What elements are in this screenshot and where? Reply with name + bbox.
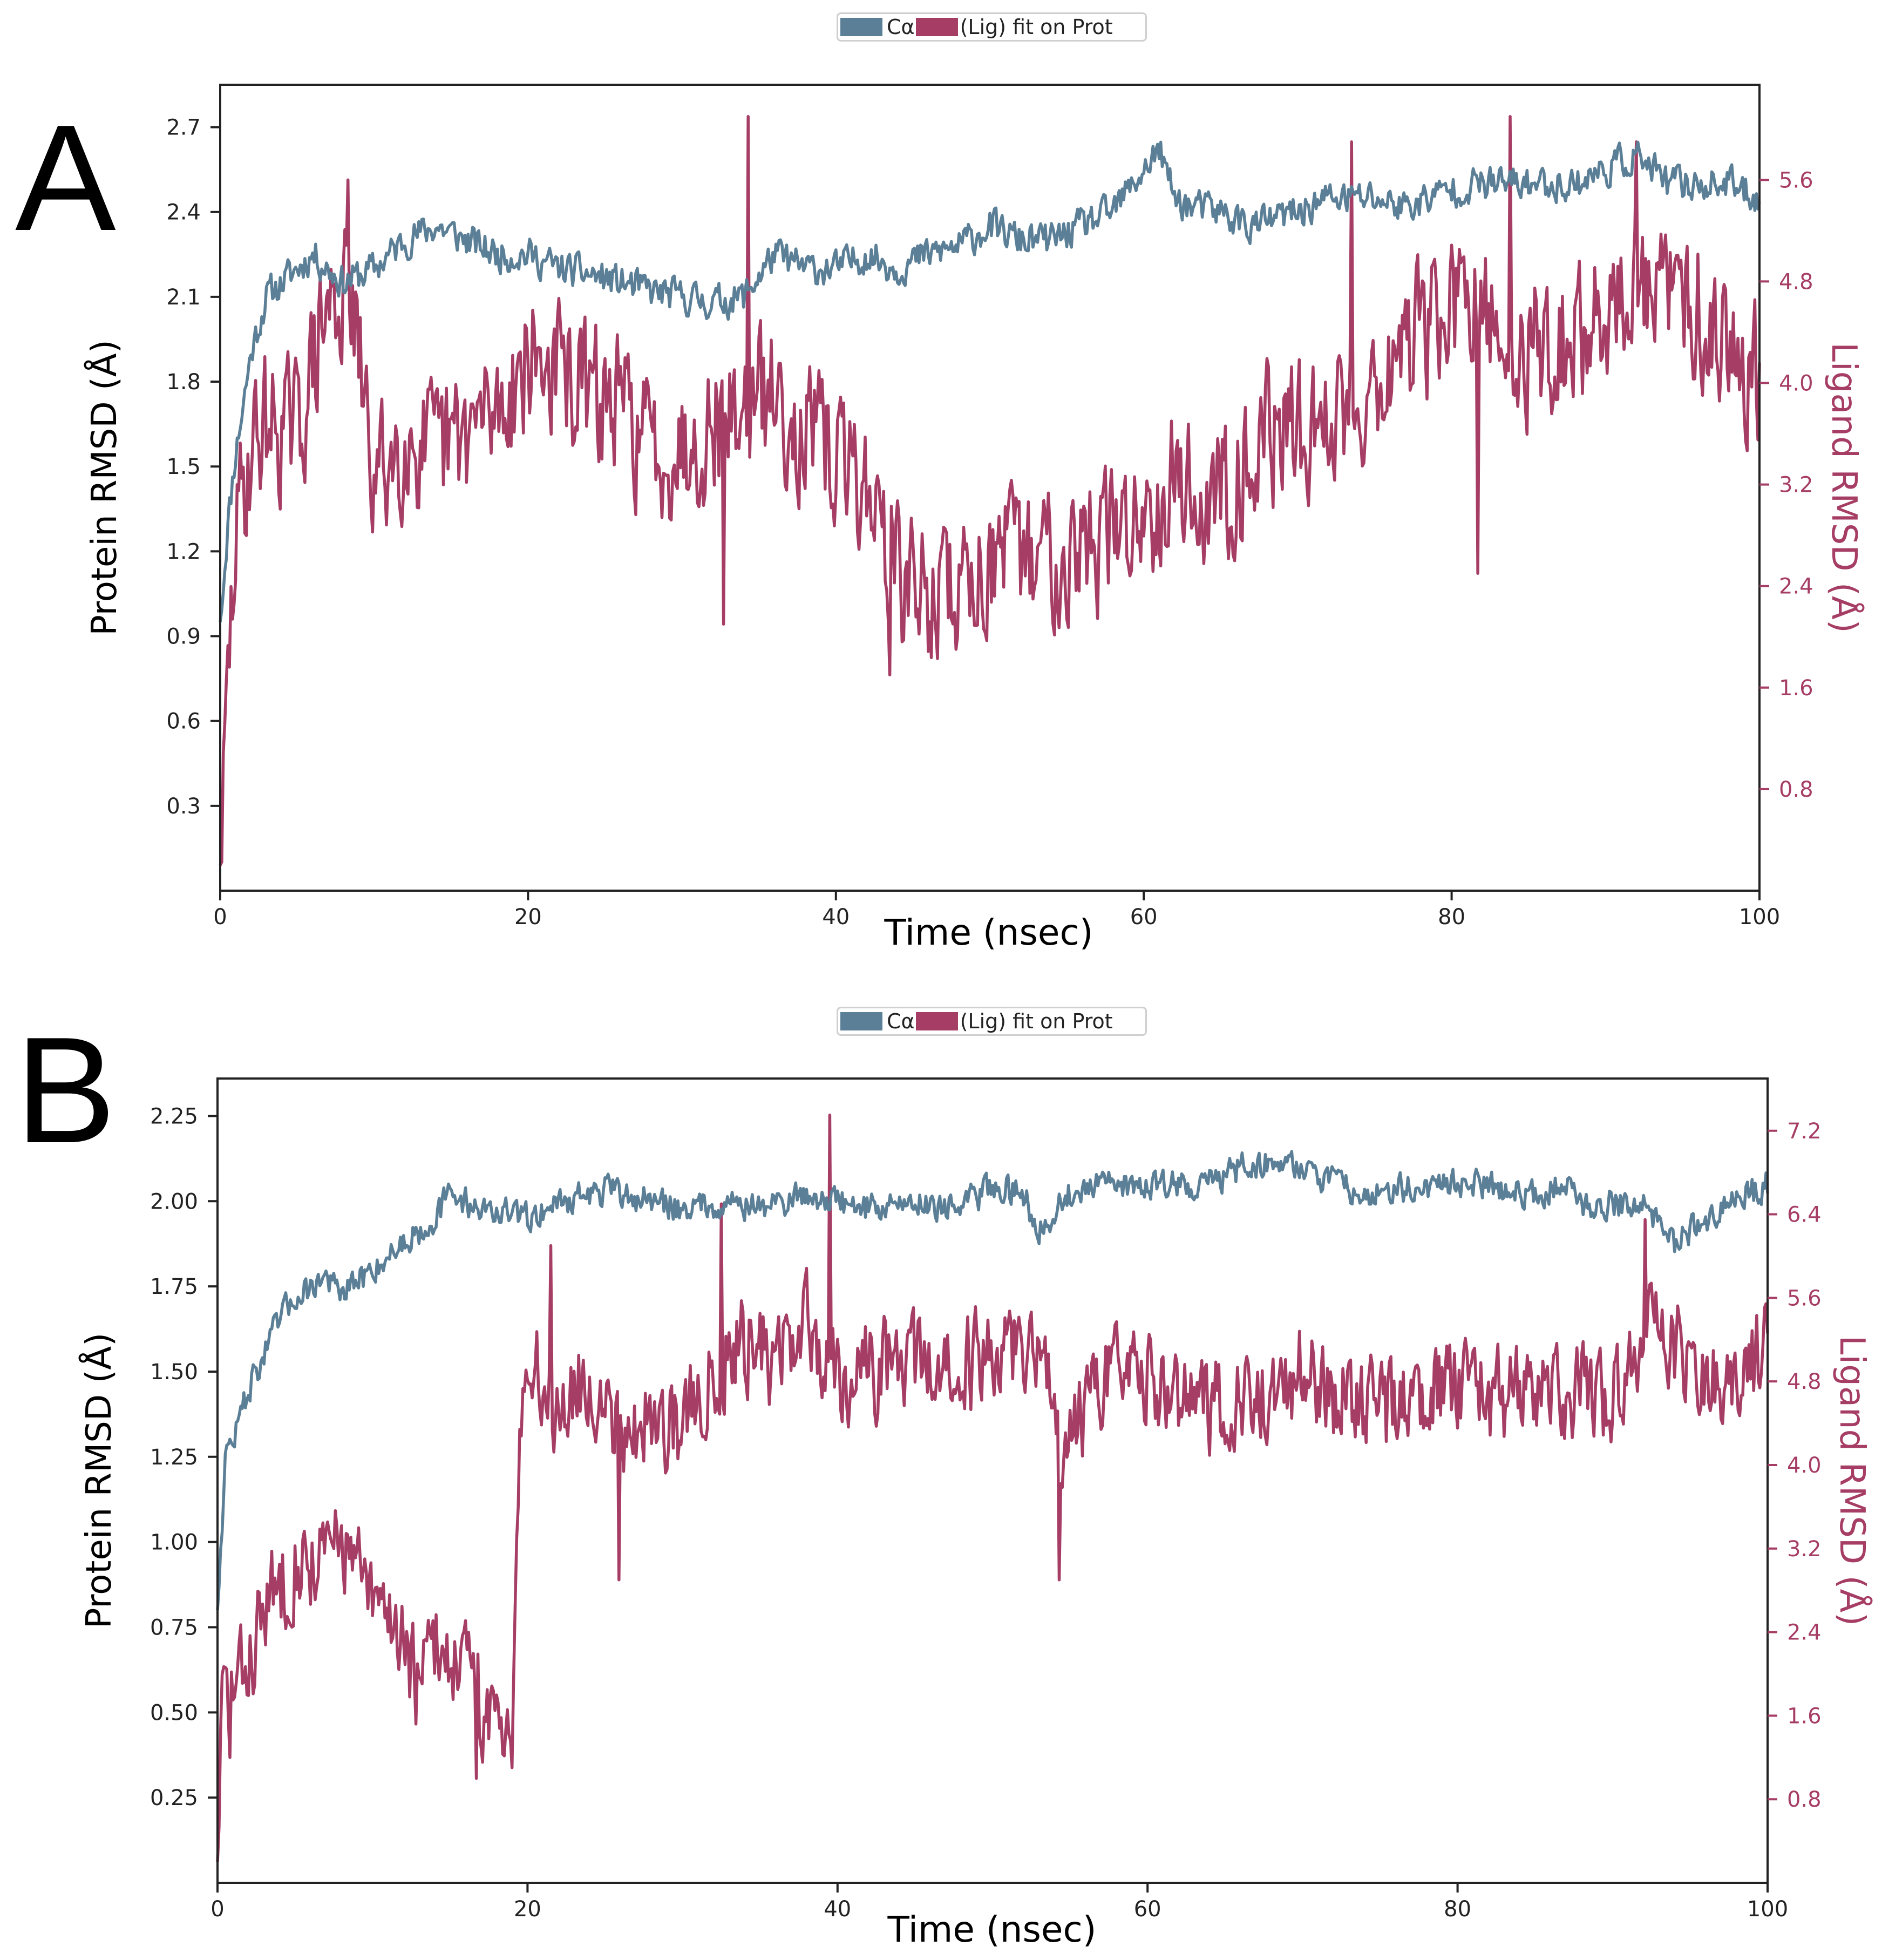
y-right-tick-label: 4.0 [1779,371,1813,396]
y-right-tick-label: 7.2 [1787,1119,1822,1144]
y-left-tick-label: 2.4 [166,200,201,225]
y-right-axis-label: Ligand RMSD (Å) [1832,1335,1873,1626]
y-left-tick-label: 1.00 [150,1530,198,1555]
panel-label: A [15,94,116,262]
plot-frame [216,1077,1769,1884]
y-left-tick-label: 1.8 [166,370,201,395]
x-tick-label: 40 [822,905,850,930]
y-left-tick-label: 0.50 [150,1700,198,1725]
protein-rmsd-series [219,140,1761,622]
y-right-tick-label: 1.6 [1779,676,1813,701]
y-left-tick-label: 2.25 [150,1104,198,1129]
chart-legend: Cα (Lig) fit on Prot [837,1007,1147,1036]
x-tick-label: 80 [1438,905,1465,930]
x-tick-label: 60 [1134,1897,1161,1922]
legend-label-ligand: (Lig) fit on Prot [960,1009,1113,1033]
y-right-tick-label: 4.8 [1787,1369,1822,1394]
x-axis-label: Time (nsec) [887,1909,1096,1950]
y-right-tick-label: 5.6 [1787,1286,1822,1311]
x-tick-label: 20 [514,905,542,930]
chart-panel-b: B Cα (Lig) fit on Prot 0 20 40 60 80 100 0.25 0… [0,980,1882,1960]
legend-label-ligand: (Lig) fit on Prot [960,15,1113,39]
legend-label-protein: Cα [887,1009,915,1033]
x-tick-label: 0 [213,905,227,930]
y-right-tick-label: 4.8 [1779,269,1813,294]
y-right-tick-label: 4.0 [1787,1453,1822,1478]
y-left-tick-label: 1.50 [150,1360,198,1385]
legend-label-protein: Cα [887,15,915,39]
x-tick-label: 40 [824,1897,851,1922]
y-left-axis-label: Protein RMSD (Å) [78,1333,119,1629]
x-tick-label: 0 [210,1897,224,1922]
x-tick-label: 100 [1747,1897,1788,1922]
y-right-axis-label: Ligand RMSD (Å) [1824,342,1865,633]
x-axis-label: Time (nsec) [884,912,1093,953]
y-left-tick-label: 2.00 [150,1189,198,1214]
y-right-tick-label: 2.4 [1787,1620,1822,1645]
chart-legend: Cα (Lig) fit on Prot [837,12,1147,42]
legend-swatch-protein [840,18,882,36]
y-left-tick-label: 0.25 [150,1786,198,1810]
y-left-tick-label: 2.1 [166,285,201,310]
panel-label: B [15,1006,116,1175]
x-tick-label: 80 [1444,1897,1471,1922]
y-left-tick-label: 1.2 [166,539,201,564]
y-right-tick-label: 3.2 [1779,473,1813,498]
y-right-tick-label: 6.4 [1787,1203,1822,1227]
x-tick-label: 60 [1130,905,1158,930]
x-tick-label: 20 [514,1897,541,1922]
y-left-tick-label: 0.9 [166,625,201,649]
ligand-rmsd-series [219,115,1761,866]
y-left-tick-label: 2.7 [166,116,201,140]
x-tick-label: 100 [1739,905,1780,930]
y-left-tick-label: 1.5 [166,455,201,479]
y-right-tick-label: 0.8 [1779,777,1813,802]
y-left-tick-label: 1.75 [150,1274,198,1299]
y-right-tick-label: 5.6 [1779,168,1813,193]
protein-rmsd-series [216,1150,1769,1611]
rmsd-chart-b: 0 20 40 60 80 100 0.25 0.50 0.75 1.00 1.25 1.50 1.75… [78,1077,1873,1950]
chart-panel-a: A Cα (Lig) fit on Prot 0 20 40 60 80 100 0.3 0.… [15,12,1865,953]
y-left-tick-label: 0.3 [166,794,201,819]
y-left-axis-label: Protein RMSD (Å) [84,340,125,635]
legend-swatch-ligand [915,18,958,36]
y-right-tick-label: 0.8 [1787,1787,1822,1812]
y-left-tick-label: 1.25 [150,1445,198,1470]
y-right-tick-label: 1.6 [1787,1704,1822,1728]
legend-swatch-ligand [915,1012,958,1030]
plot-frame [219,84,1761,892]
y-left-tick-label: 0.75 [150,1615,198,1640]
ligand-rmsd-series [216,1113,1769,1862]
rmsd-chart-a: 0 20 40 60 80 100 0.3 0.6 0.9 1.2 1.5 1.8 2.1 2.4 2.7 0… [84,84,1865,953]
y-right-tick-label: 2.4 [1779,574,1813,599]
legend-swatch-protein [840,1012,882,1030]
y-right-tick-label: 3.2 [1787,1537,1822,1562]
y-left-tick-label: 0.6 [166,709,201,734]
